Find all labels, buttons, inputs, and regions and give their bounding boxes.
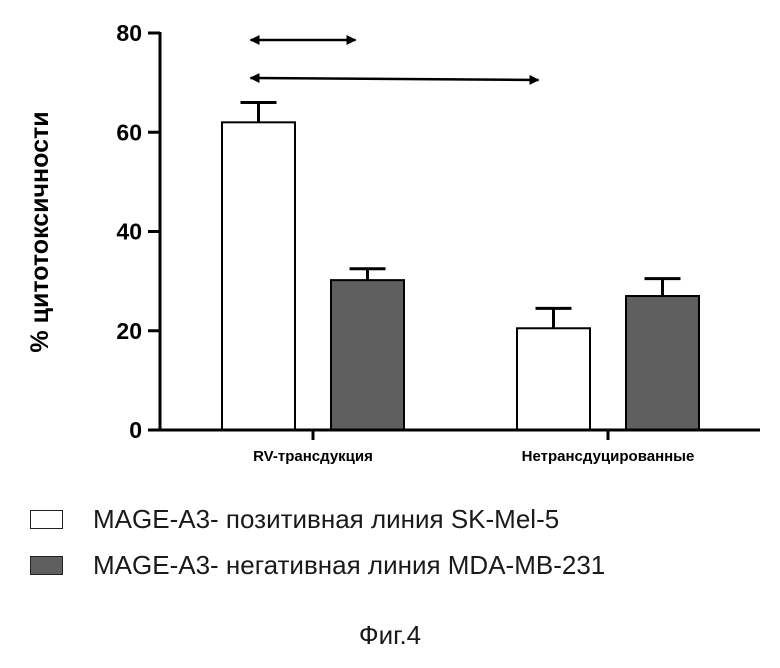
- y-tick-label: 40: [116, 219, 142, 245]
- bar: [517, 328, 590, 430]
- bar: [222, 122, 295, 430]
- legend-swatch-positive: [30, 510, 63, 529]
- legend-swatch-negative: [30, 556, 63, 575]
- bar-chart: % цитотоксичности 0 20 40 60 80 RV-трансдукц…: [0, 0, 780, 490]
- y-axis-label: % цитотоксичности: [26, 111, 54, 352]
- y-tick-label: 20: [116, 318, 142, 344]
- legend-label-positive: MAGE-A3- позитивная линия SK-Mel-5: [93, 504, 559, 535]
- bar: [626, 296, 699, 430]
- x-tick-label: RV-трансдукция: [253, 448, 373, 465]
- y-axis: 0 20 40 60 80: [116, 20, 160, 443]
- significance-arrows: [251, 40, 539, 80]
- legend-item-negative: MAGE-A3- негативная линия MDA-MB-231: [30, 542, 605, 588]
- figure-caption: Фиг.4: [0, 620, 780, 651]
- y-tick-label: 60: [116, 119, 142, 145]
- double-arrow: [251, 78, 539, 80]
- x-tick-label: Нетрансдуцированные: [522, 448, 695, 465]
- x-axis: RV-трансдукция Нетрансдуцированные: [160, 430, 760, 465]
- y-tick-label: 80: [116, 20, 142, 46]
- bars: [222, 102, 699, 430]
- y-tick-label: 0: [129, 417, 142, 443]
- bar: [331, 280, 404, 430]
- legend: MAGE-A3- позитивная линия SK-Mel-5 MAGE-…: [30, 496, 605, 588]
- legend-label-negative: MAGE-A3- негативная линия MDA-MB-231: [93, 550, 605, 581]
- legend-item-positive: MAGE-A3- позитивная линия SK-Mel-5: [30, 496, 605, 542]
